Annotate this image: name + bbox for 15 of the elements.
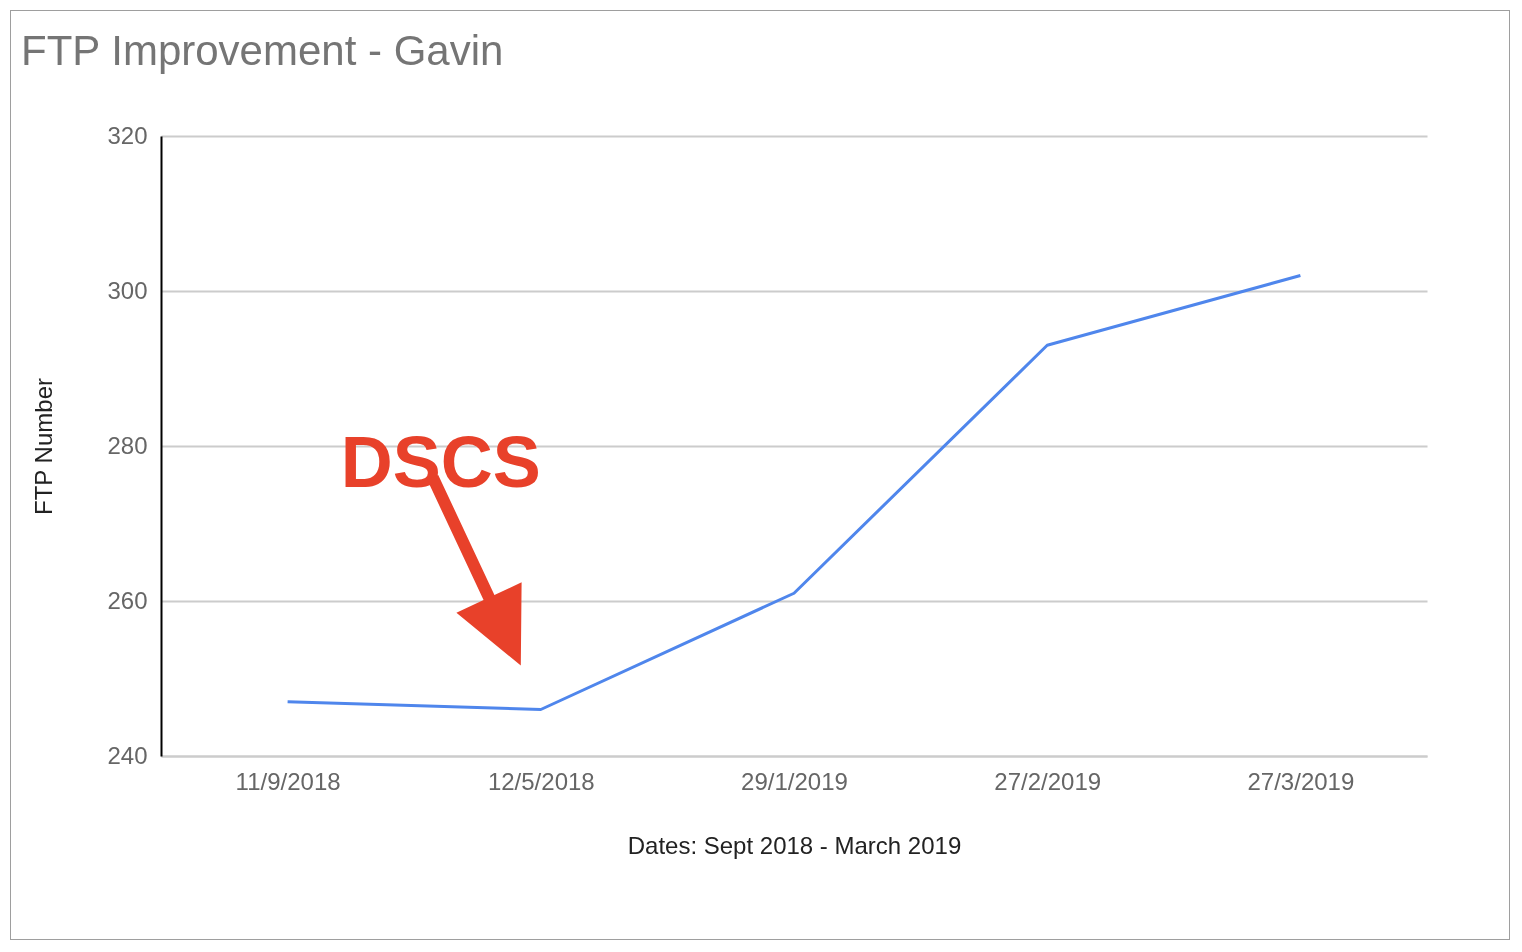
x-tick-label: 12/5/2018 (487, 767, 595, 795)
annotation: DSCS (340, 421, 541, 502)
y-tick-label: 260 (107, 586, 148, 614)
x-tick-label: 27/2/2019 (994, 767, 1102, 795)
x-axis-title: Dates: Sept 2018 - March 2019 (627, 831, 962, 859)
chart-title: FTP Improvement - Gavin (21, 27, 504, 74)
y-axis-title: FTP Number (30, 378, 58, 515)
line-series (286, 274, 1302, 711)
y-tick-label: 320 (107, 121, 148, 149)
x-tick-label: 11/9/2018 (235, 767, 341, 795)
x-tick-label: 29/1/2019 (741, 767, 848, 795)
y-tick-label: 240 (107, 741, 148, 769)
x-tick-label: 27/3/2019 (1247, 767, 1355, 795)
y-tick-label: 280 (107, 431, 148, 459)
y-tick-label: 300 (107, 276, 148, 304)
